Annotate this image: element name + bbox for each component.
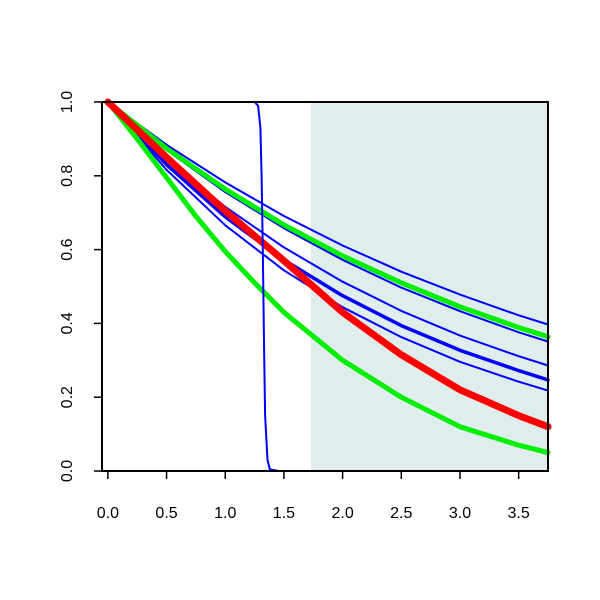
x-tick-label: 2.5: [390, 505, 412, 522]
series-line-1: [106, 101, 549, 326]
y-tick-label: 0.4: [59, 312, 76, 334]
series-layer: [104, 98, 552, 472]
series-line-6: [105, 99, 551, 340]
y-tick-label: 0.0: [59, 460, 76, 482]
x-axis-ticks: 0.0 0.5 1.0 1.5 2.0 2.5 3.0 3.5: [97, 471, 530, 522]
y-axis-ticks: 0.0 0.2 0.4 0.6 0.8 1.0: [59, 91, 102, 482]
y-tick-label: 0.8: [59, 165, 76, 187]
x-tick-label: 2.0: [331, 505, 353, 522]
x-tick-label: 0.5: [155, 505, 177, 522]
y-tick-label: 1.0: [59, 91, 76, 113]
plot-area-frame: [101, 101, 549, 472]
x-tick-label: 1.5: [273, 505, 295, 522]
y-tick-label: 0.2: [59, 386, 76, 408]
series-line-4: [106, 100, 550, 382]
series-line-7: [105, 99, 551, 456]
axes: 0.0 0.5 1.0 1.5 2.0 2.5 3.0 3.5 0.0 0.2 0.4 0.6 0.8…: [59, 91, 549, 522]
x-tick-label: 3.5: [508, 505, 530, 522]
x-tick-label: 3.0: [449, 505, 471, 522]
series-line-8: [104, 98, 552, 431]
x-tick-label: 1.0: [214, 505, 236, 522]
series-line-5: [106, 101, 549, 392]
y-tick-label: 0.6: [59, 238, 76, 260]
series-line-9: [106, 101, 549, 472]
x-tick-label: 0.0: [97, 505, 119, 522]
